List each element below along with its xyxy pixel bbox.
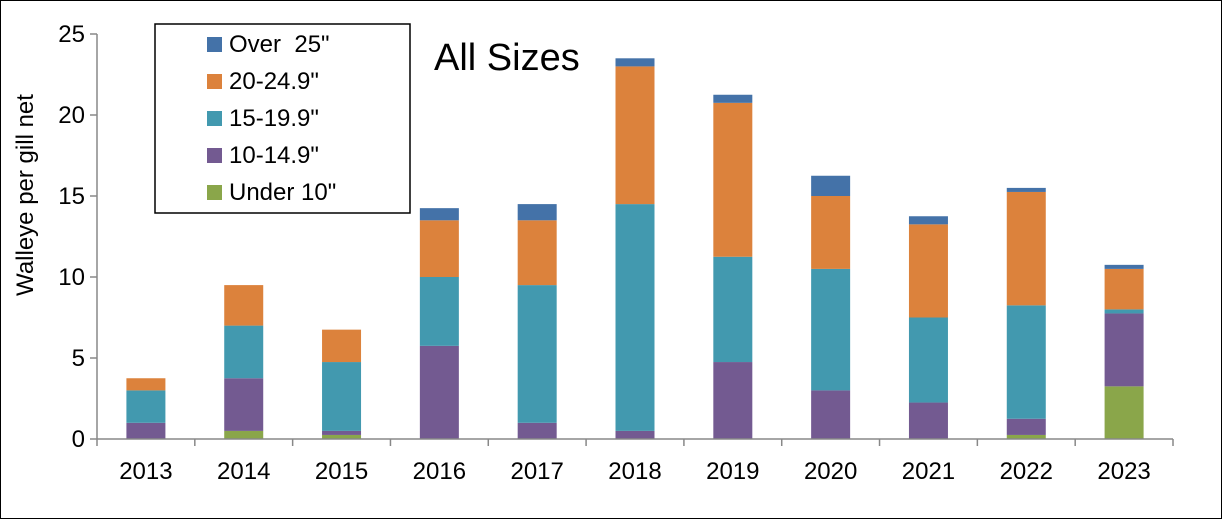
bar-segment — [322, 362, 362, 431]
bar-segment — [322, 430, 362, 435]
bar-segment — [419, 345, 459, 439]
y-tick-label: 0 — [72, 426, 85, 453]
y-axis-label: Walleye per gill net — [12, 94, 39, 296]
bar-segment — [1006, 191, 1046, 306]
bar-segment — [811, 268, 851, 391]
y-ticks-group: 0 5 10 15 20 25 — [58, 21, 97, 453]
legend-label: Under 10" — [229, 179, 336, 206]
legend: Over 25" 20-24.9" 15-19.9" 10-14.9" Under 10… — [154, 23, 411, 214]
x-ticks-group: 2013 2014 2015 2016 2017 2018 2019 2020 2021 2022… — [96, 439, 1174, 485]
legend-swatch — [207, 148, 222, 163]
bar-segment — [1104, 268, 1144, 310]
y-tick-label: 20 — [58, 102, 85, 129]
x-tick-label: 2019 — [706, 458, 759, 485]
bar-segment — [517, 204, 557, 221]
bar-segment — [615, 58, 655, 67]
bar-segment — [908, 216, 948, 225]
bar-segment — [1006, 434, 1046, 439]
y-tick-label: 5 — [72, 345, 85, 372]
bar-segment — [713, 256, 753, 363]
x-tick-label: 2022 — [1000, 458, 1053, 485]
bar-segment — [224, 325, 264, 379]
bar-segment — [517, 285, 557, 423]
bar-segment — [126, 378, 166, 391]
legend-box — [154, 23, 411, 214]
bar-segment — [322, 434, 362, 439]
x-tick-label: 2013 — [119, 458, 172, 485]
legend-label: 15-19.9" — [229, 105, 319, 132]
x-tick-label: 2023 — [1097, 458, 1150, 485]
bar-segment — [908, 402, 948, 439]
x-tick-label: 2017 — [510, 458, 563, 485]
bar-segment — [322, 329, 362, 363]
x-tick-label: 2014 — [217, 458, 270, 485]
legend-label: 20-24.9" — [229, 68, 319, 95]
axes-group — [96, 34, 1173, 440]
legend-swatch — [207, 37, 222, 52]
bar-segment — [1104, 309, 1144, 314]
bar-segment — [811, 196, 851, 269]
bar-segment — [419, 220, 459, 277]
bar-segment — [224, 430, 264, 439]
bar-segment — [1104, 386, 1144, 439]
legend-swatch — [207, 185, 222, 200]
x-tick-label: 2020 — [804, 458, 857, 485]
x-tick-label: 2021 — [902, 458, 955, 485]
bar-segment — [1104, 264, 1144, 269]
bar-segment — [1006, 187, 1046, 192]
x-tick-label: 2015 — [315, 458, 368, 485]
bar-segment — [419, 208, 459, 221]
legend-label: Over 25" — [229, 31, 330, 58]
bar-segment — [811, 175, 851, 196]
y-tick-label: 25 — [58, 21, 85, 48]
bar-segment — [517, 220, 557, 286]
bar-segment — [713, 362, 753, 439]
x-tick-label: 2018 — [608, 458, 661, 485]
y-tick-label: 15 — [58, 183, 85, 210]
legend-swatch — [207, 74, 222, 89]
bar-segment — [1104, 313, 1144, 387]
bar-segment — [615, 204, 655, 431]
y-tick-label: 10 — [58, 264, 85, 291]
bar-segment — [908, 224, 948, 318]
x-tick-label: 2016 — [413, 458, 466, 485]
bar-segment — [908, 317, 948, 403]
bar-segment — [713, 102, 753, 257]
bar-segment — [713, 94, 753, 103]
bar-segment — [1006, 305, 1046, 419]
bar-segment — [615, 66, 655, 205]
bar-segment — [224, 285, 264, 326]
chart-title: All Sizes — [434, 37, 580, 79]
bar-segment — [126, 390, 166, 423]
bars-group — [126, 58, 1144, 439]
bar-segment — [1006, 418, 1046, 435]
bar-segment — [615, 430, 655, 439]
bar-segment — [419, 277, 459, 346]
bar-segment — [126, 422, 166, 439]
bar-segment — [811, 390, 851, 439]
bar-segment — [224, 378, 264, 431]
legend-swatch — [207, 111, 222, 126]
legend-label: 10-14.9" — [229, 142, 319, 169]
bar-segment — [517, 422, 557, 439]
